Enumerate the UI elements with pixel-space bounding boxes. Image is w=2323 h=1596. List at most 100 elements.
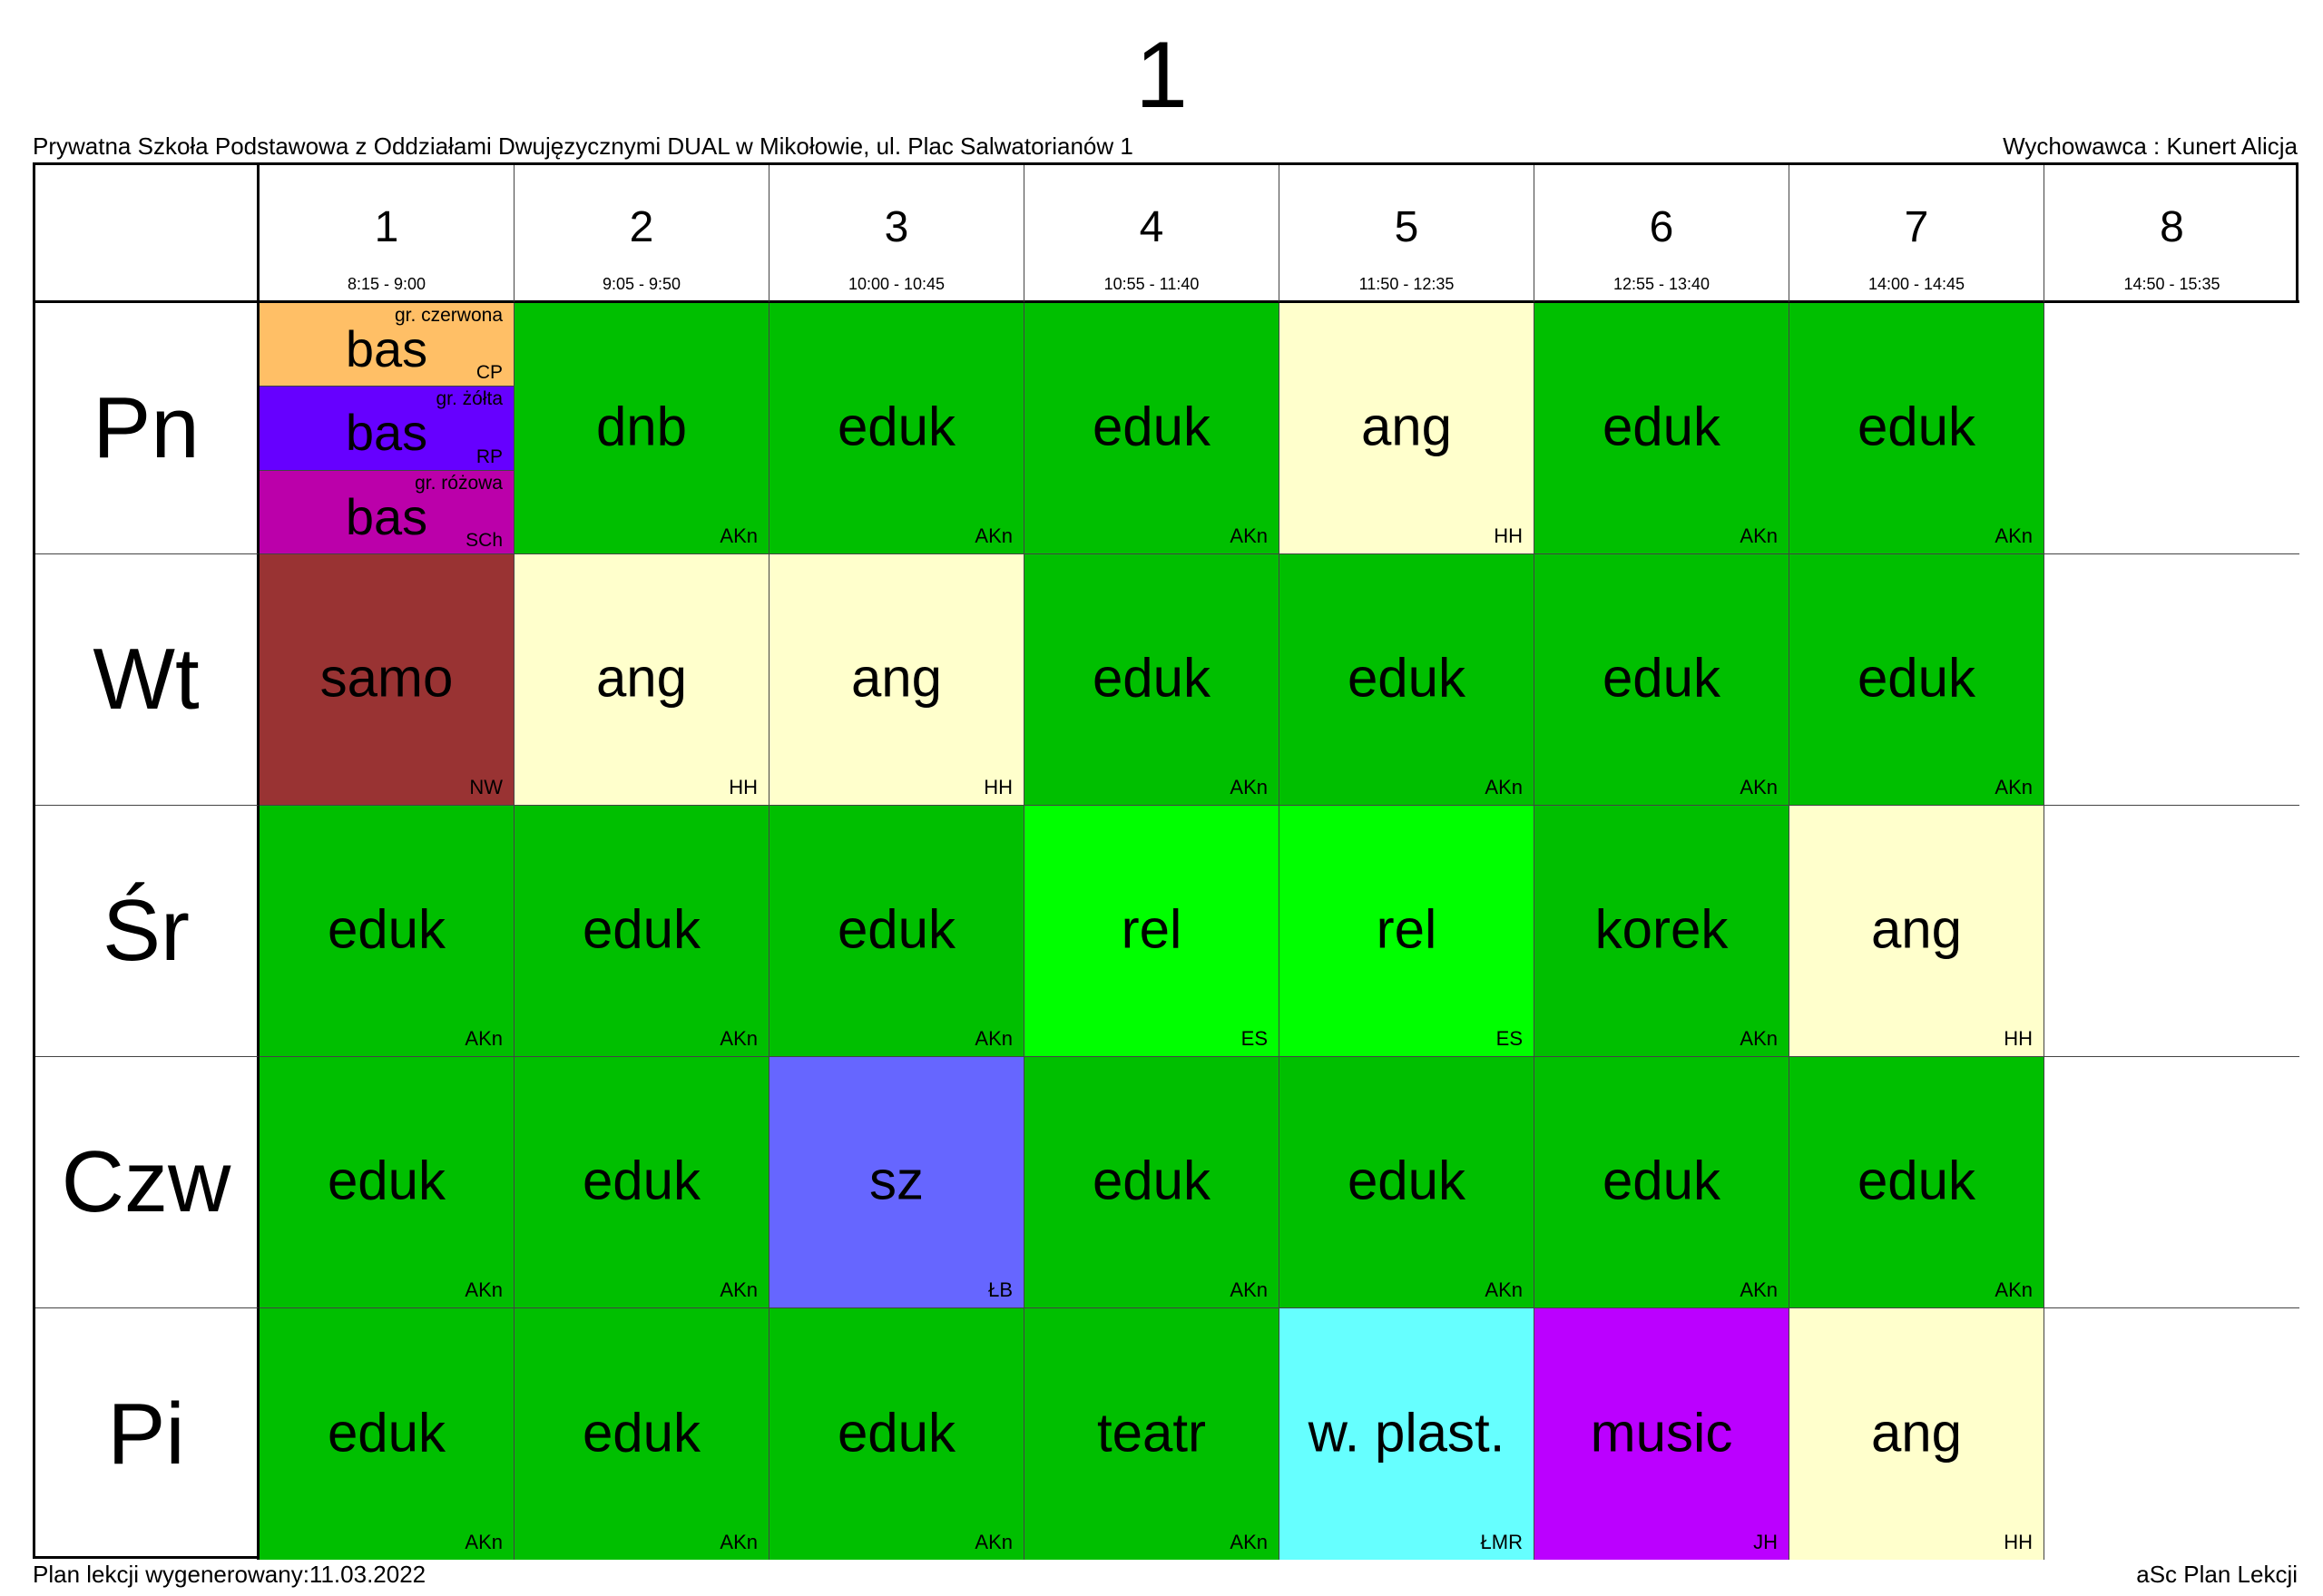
lesson-cell[interactable]: ang HH	[1279, 303, 1534, 554]
lesson-cell[interactable]: eduk AKn	[1024, 554, 1279, 806]
teacher-code: AKn	[1740, 1278, 1778, 1301]
subject-label: eduk	[327, 1402, 446, 1464]
lesson-cell[interactable]: ang HH	[1789, 1308, 2044, 1560]
teacher-code: AKn	[465, 1278, 503, 1301]
lesson-cell[interactable]: eduk AKn	[1789, 303, 2044, 554]
lesson-cell[interactable]: rel ES	[1024, 806, 1279, 1057]
period-number: 6	[1649, 203, 1674, 251]
lesson-cell[interactable]: eduk AKn	[515, 1308, 769, 1560]
lesson-cell[interactable]: eduk AKn	[1024, 1057, 1279, 1308]
teacher-code: AKn	[1740, 776, 1778, 798]
teacher-code: AKn	[1995, 1278, 2033, 1301]
split-lesson: bas gr. czerwona CP bas gr. żółta RP bas gr. ró…	[260, 303, 514, 553]
subject-label: bas	[345, 404, 428, 462]
lesson-cell[interactable]: ang HH	[769, 554, 1024, 806]
teacher-code: CP	[475, 362, 503, 384]
lesson-cell[interactable]: music JH	[1534, 1308, 1789, 1560]
lesson-cell[interactable]: eduk AKn	[1789, 1057, 2044, 1308]
lesson-cell[interactable]: eduk AKn	[1279, 554, 1534, 806]
lesson-cell[interactable]: eduk AKn	[769, 303, 1024, 554]
lesson-cell[interactable]: bas gr. czerwona CP bas gr. żółta RP bas gr. ró…	[260, 303, 515, 554]
group-lesson[interactable]: bas gr. różowa SCh	[260, 470, 514, 553]
lesson-cell[interactable]: eduk AKn	[260, 806, 515, 1057]
lesson-cell[interactable]	[2044, 1308, 2299, 1560]
lesson-cell[interactable]: sz ŁB	[769, 1057, 1024, 1308]
teacher-code: AKn	[1230, 524, 1268, 547]
lesson-cell[interactable]	[2044, 1057, 2299, 1308]
teacher-code: AKn	[1230, 1278, 1268, 1301]
lesson-cell[interactable]: eduk AKn	[1024, 303, 1279, 554]
lesson-cell[interactable]: dnb AKn	[515, 303, 769, 554]
period-time: 10:55 - 11:40	[1103, 275, 1200, 293]
lesson-cell[interactable]: eduk AKn	[260, 1308, 515, 1560]
period-header: 8 14:50 - 15:35	[2044, 165, 2299, 303]
subject-label: eduk	[1602, 396, 1721, 457]
lesson-cell[interactable]: eduk AKn	[769, 806, 1024, 1057]
subject-label: eduk	[837, 1402, 956, 1464]
generated-date: Plan lekcji wygenerowany:11.03.2022	[33, 1561, 426, 1588]
subject-label: eduk	[1347, 1150, 1466, 1211]
period-number: 8	[2160, 203, 2184, 251]
lesson-cell[interactable]: eduk AKn	[515, 1057, 769, 1308]
group-label: gr. żółta	[436, 388, 503, 410]
teacher-code: AKn	[1230, 776, 1268, 798]
timetable-grid: 1 8:15 - 9:00 2 9:05 - 9:50 3 10:00 - 10:45 4 1…	[33, 162, 2299, 1560]
lesson-cell[interactable]: ang HH	[1789, 806, 2044, 1057]
lesson-cell[interactable]	[2044, 554, 2299, 806]
lesson-cell[interactable]: eduk AKn	[1279, 1057, 1534, 1308]
lesson-cell[interactable]: eduk AKn	[1534, 303, 1789, 554]
teacher-code: ŁB	[988, 1278, 1013, 1301]
school-name: Prywatna Szkoła Podstawowa z Oddziałami …	[33, 132, 1133, 160]
lesson-cell[interactable]	[2044, 303, 2299, 554]
teacher-code: ŁMR	[1480, 1531, 1523, 1553]
subject-label: eduk	[582, 1402, 701, 1464]
subject-label: bas	[345, 487, 428, 545]
teacher-code: AKn	[1740, 1027, 1778, 1050]
lesson-cell[interactable]: samo NW	[260, 554, 515, 806]
lesson-cell[interactable]: rel ES	[1279, 806, 1534, 1057]
day-cell: Pi	[35, 1308, 260, 1560]
lesson-cell[interactable]: eduk AKn	[260, 1057, 515, 1308]
subject-label: eduk	[1092, 1150, 1211, 1211]
timetable-title: 1	[1135, 23, 1188, 128]
subject-label: w. plast.	[1308, 1402, 1505, 1464]
lesson-cell[interactable]: ang HH	[515, 554, 769, 806]
subject-label: rel	[1121, 898, 1182, 960]
lesson-cell[interactable]: w. plast. ŁMR	[1279, 1308, 1534, 1560]
group-label: gr. czerwona	[394, 305, 503, 326]
lesson-cell[interactable]: eduk AKn	[515, 806, 769, 1057]
group-label: gr. różowa	[415, 472, 503, 494]
lesson-cell[interactable]: eduk AKn	[1534, 554, 1789, 806]
subject-label: eduk	[1602, 647, 1721, 709]
day-label: Czw	[61, 1133, 231, 1230]
subject-label: eduk	[1092, 396, 1211, 457]
subject-label: eduk	[837, 396, 956, 457]
period-number: 2	[629, 203, 654, 251]
subject-label: eduk	[327, 1150, 446, 1211]
teacher-code: AKn	[465, 1531, 503, 1553]
lesson-cell[interactable]	[2044, 806, 2299, 1057]
lesson-cell[interactable]: korek AKn	[1534, 806, 1789, 1057]
period-time: 9:05 - 9:50	[602, 275, 681, 293]
teacher-code: HH	[729, 776, 758, 798]
teacher-code: AKn	[720, 1027, 758, 1050]
lesson-cell[interactable]: eduk AKn	[769, 1308, 1024, 1560]
lesson-cell[interactable]: eduk AKn	[1789, 554, 2044, 806]
subject-label: eduk	[1347, 647, 1466, 709]
group-lesson[interactable]: bas gr. żółta RP	[260, 387, 514, 471]
teacher-code: AKn	[975, 1531, 1013, 1553]
teacher-code: AKn	[720, 1278, 758, 1301]
lesson-cell[interactable]: eduk AKn	[1534, 1057, 1789, 1308]
subject-label: music	[1590, 1402, 1733, 1464]
subject-label: eduk	[1857, 647, 1976, 709]
period-time: 10:00 - 10:45	[848, 275, 946, 293]
lesson-cell[interactable]: teatr AKn	[1024, 1308, 1279, 1560]
subject-label: eduk	[1602, 1150, 1721, 1211]
period-number: 1	[374, 203, 399, 251]
teacher-code: HH	[1494, 524, 1523, 547]
period-header: 5 11:50 - 12:35	[1279, 165, 1534, 303]
group-lesson[interactable]: bas gr. czerwona CP	[260, 303, 514, 387]
subject-label: samo	[319, 647, 454, 709]
subject-label: ang	[1360, 396, 1453, 457]
period-time: 14:50 - 15:35	[2123, 275, 2220, 293]
